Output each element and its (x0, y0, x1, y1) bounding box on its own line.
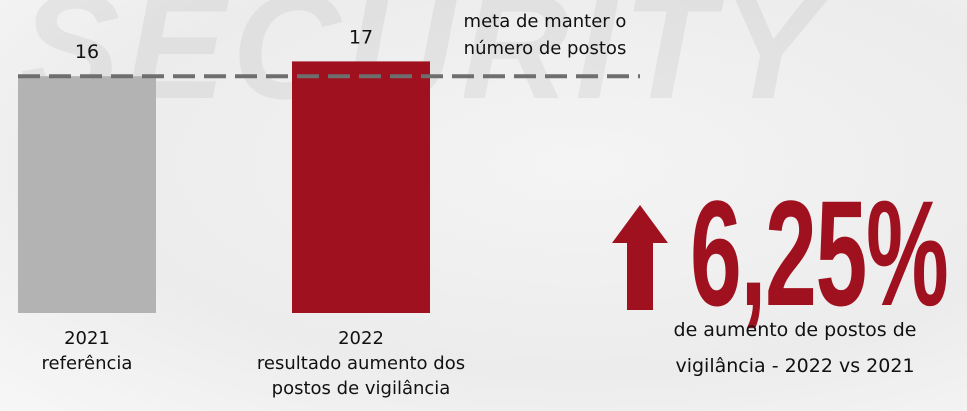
target-label: meta de manter o número de postos (440, 8, 650, 62)
category-label: 2021 (0, 326, 207, 351)
infographic: SECURITY 1617 meta de manter o número de… (0, 0, 967, 411)
category-note: resultado aumento dos postos de vigilânc… (241, 351, 481, 401)
category-label: 2022 (241, 326, 481, 351)
bar (292, 61, 430, 313)
up-arrow (612, 205, 668, 310)
highlight-value: 6,25% (690, 178, 948, 328)
bar (18, 76, 156, 313)
value-label: 17 (349, 26, 373, 48)
highlight-caption: de aumento de postos de vigilância - 202… (630, 312, 960, 384)
category-note: referência (0, 351, 207, 376)
value-label: 16 (75, 41, 99, 63)
